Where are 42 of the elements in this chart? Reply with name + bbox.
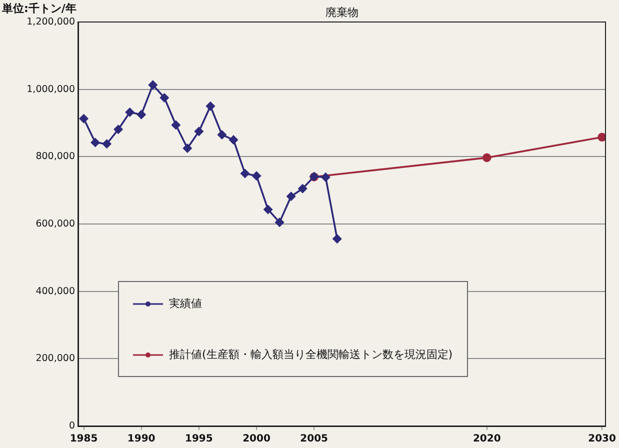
point: [218, 130, 226, 140]
point: [332, 234, 342, 244]
y-tick-label: 200,000: [36, 353, 75, 364]
point: [136, 110, 146, 119]
point: [240, 169, 250, 178]
point: [264, 205, 272, 214]
x-tick-label: 2005: [300, 434, 328, 445]
x-tick-label: 1990: [127, 434, 156, 445]
point: [321, 172, 330, 182]
point: [298, 184, 307, 194]
chart-title: 廃棄物: [325, 6, 358, 19]
point: [172, 120, 180, 130]
y-tick-label: 1,000,000: [26, 84, 75, 95]
point: [102, 139, 112, 148]
point: [160, 93, 169, 102]
y-tick-label: 0: [68, 420, 75, 432]
x-tick-label: 1985: [70, 434, 98, 445]
point: [275, 218, 284, 227]
point: [598, 132, 606, 142]
x-tick-label: 2020: [472, 434, 501, 445]
y-tick-label: 800,000: [36, 151, 75, 162]
point: [286, 192, 296, 201]
y-tick-label: 600,000: [36, 218, 75, 230]
point: [125, 108, 134, 117]
point: [206, 102, 215, 111]
point: [148, 80, 158, 90]
point: [194, 127, 204, 136]
point: [183, 144, 192, 153]
point: [229, 135, 238, 144]
point: [90, 138, 100, 147]
y-axis-title: 単位:千トン/年: [1, 2, 76, 15]
legend-label: 実績値: [169, 296, 202, 311]
point: [79, 114, 88, 124]
x-tick-label: 2000: [242, 434, 270, 445]
y-tick-label: 400,000: [36, 286, 75, 297]
legend-label: 推計値(生産額・輸入額当り全機関輸送トン数を現況固定): [169, 347, 453, 362]
point: [482, 153, 492, 162]
point: [114, 124, 123, 134]
y-tick-label: 1,200,000: [26, 16, 75, 28]
x-tick-label: 2030: [588, 434, 616, 445]
x-tick-label: 1995: [185, 434, 213, 445]
point: [252, 171, 261, 180]
